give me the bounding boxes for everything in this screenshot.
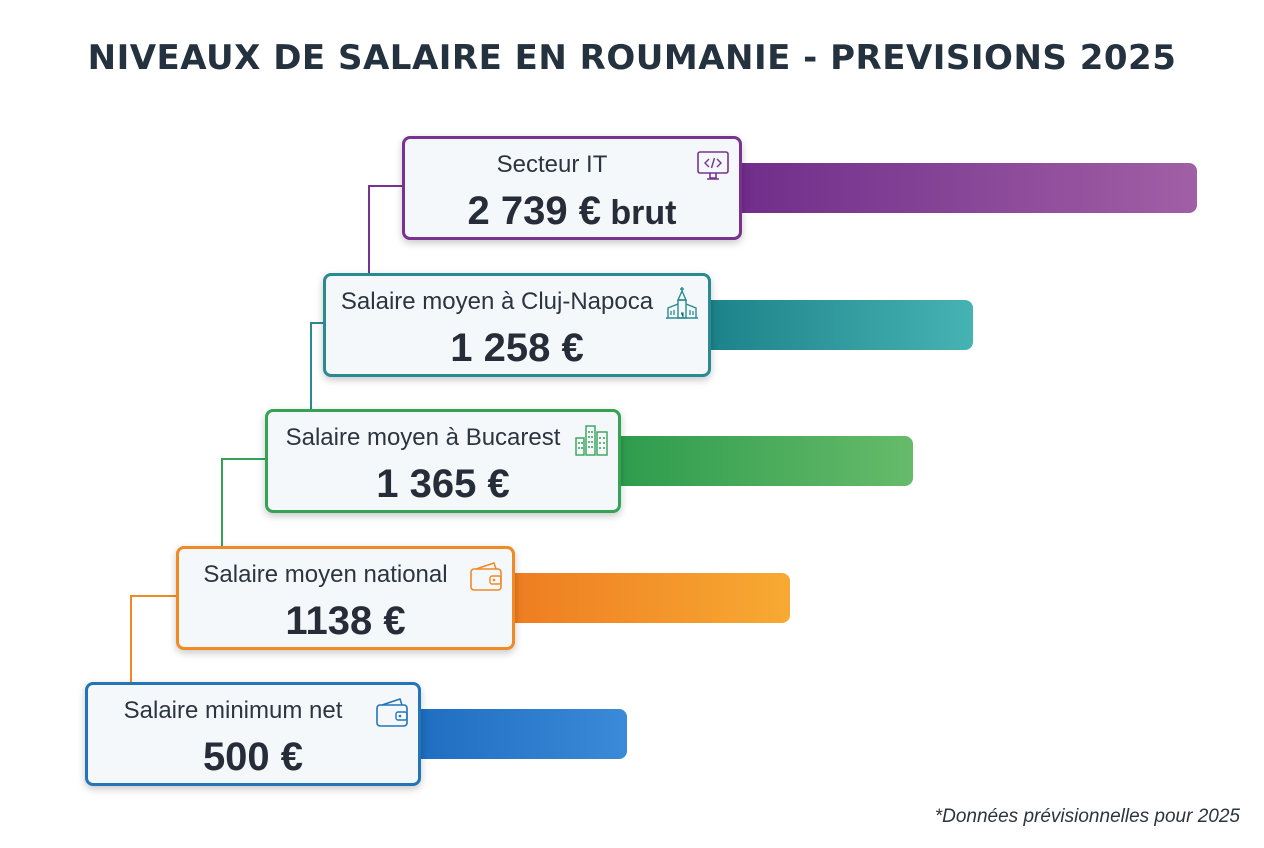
value-amount: 1138 € — [285, 599, 406, 643]
category-label: Secteur IT — [496, 151, 608, 178]
value-amount: 500 € — [202, 735, 304, 779]
city-buildings-icon — [574, 422, 610, 456]
connector-line — [221, 458, 265, 546]
bar-2 — [601, 436, 913, 486]
salary-card: Salaire moyen à Cluj-Napoca 1 258 € — [323, 273, 711, 377]
bar-3 — [495, 573, 790, 623]
category-label: Salaire moyen à Cluj-Napoca — [340, 288, 654, 315]
salary-card: Salaire moyen à Bucarest 1 365 € — [265, 409, 621, 513]
connector-line — [130, 595, 176, 682]
salary-card: Salaire minimum net 500 € — [85, 682, 421, 786]
chart-title: NIVEAUX DE SALAIRE EN ROUMANIE - PREVISI… — [87, 38, 1177, 78]
bar-1 — [691, 300, 973, 350]
value-amount: 2 739 € — [467, 189, 601, 233]
value-amount: 1 258 € — [450, 326, 584, 370]
category-label: Salaire moyen à Bucarest — [285, 424, 561, 451]
footnote: *Données prévisionnelles pour 2025 — [934, 806, 1240, 827]
value-amount: 1 365 € — [376, 462, 510, 506]
category-label: Salaire moyen national — [203, 561, 448, 588]
connector-line — [310, 322, 323, 409]
value-label: 2 739 € brut — [405, 189, 739, 234]
value-label: 1138 € — [179, 599, 512, 644]
value-suffix: brut — [600, 194, 677, 232]
value-label: 500 € — [88, 735, 418, 780]
wallet-icon — [468, 559, 504, 593]
value-label: 1 365 € — [268, 462, 618, 507]
computer-code-icon — [695, 149, 731, 183]
value-label: 1 258 € — [326, 326, 708, 371]
bar-4 — [401, 709, 627, 759]
category-label: Salaire minimum net — [123, 697, 343, 724]
bar-0 — [722, 163, 1197, 213]
salary-card: Secteur IT 2 739 € brut — [402, 136, 742, 240]
connector-line — [368, 185, 402, 273]
wallet-icon — [374, 695, 410, 729]
salary-card: Salaire moyen national 1138 € — [176, 546, 515, 650]
church-icon — [664, 286, 700, 320]
